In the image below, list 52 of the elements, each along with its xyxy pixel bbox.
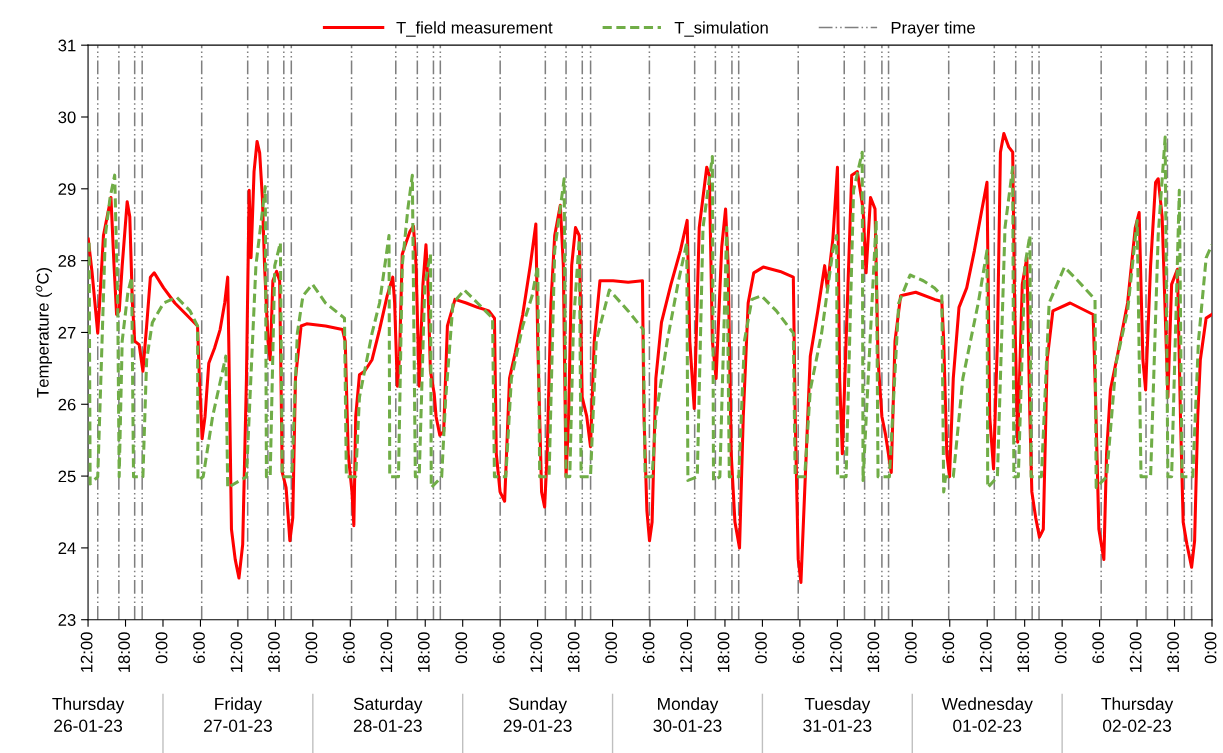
- x-tick-label: 6:00: [342, 632, 355, 664]
- x-tick-label: 18:00: [717, 632, 730, 672]
- x-tick-label: 6:00: [492, 632, 505, 664]
- y-tick-label: 26: [58, 398, 76, 411]
- x-tick-label: 0:00: [1054, 632, 1067, 664]
- x-tick-label: 0:00: [1204, 632, 1217, 664]
- x-tick-label: 0:00: [455, 632, 468, 664]
- legend-label: T_field measurement: [396, 21, 553, 37]
- x-tick-label: 12:00: [530, 632, 543, 672]
- x-tick-label: 12:00: [380, 632, 393, 672]
- y-tick-label: 29: [58, 183, 76, 196]
- x-tick-label: 6:00: [792, 632, 805, 664]
- legend-label: Prayer time: [891, 21, 975, 37]
- x-tick-label: 6:00: [1092, 632, 1105, 664]
- x-tick-label: 0:00: [605, 632, 618, 664]
- x-tick-label: 0:00: [305, 632, 318, 664]
- x-tick-label: 12:00: [80, 632, 93, 672]
- x-tick-label: 12:00: [1129, 632, 1142, 672]
- x-tick-label: 12:00: [979, 632, 992, 672]
- x-tick-label: 18:00: [867, 632, 880, 672]
- x-tick-label: 6:00: [193, 632, 205, 664]
- text: Tuesday 31-01-23: [803, 697, 872, 732]
- text: Saturday 28-01-23: [353, 697, 423, 732]
- y-tick-label: 27: [58, 326, 76, 339]
- legend-label: T_simulation: [674, 21, 768, 37]
- text: Thursday 26-01-23: [52, 697, 125, 732]
- x-tick-label: 18:00: [268, 632, 280, 672]
- x-tick-label: 18:00: [1167, 632, 1179, 672]
- text: Wednesday 01-02-23: [941, 697, 1033, 732]
- x-tick-label: 18:00: [417, 632, 430, 672]
- x-tick-label: 12:00: [830, 632, 842, 672]
- x-tick-label: 18:00: [567, 632, 580, 672]
- x-tick-label: 6:00: [942, 632, 955, 664]
- x-tick-label: 0:00: [155, 632, 168, 664]
- x-tick-label: 18:00: [1017, 632, 1030, 672]
- x-tick-label: 12:00: [230, 632, 243, 672]
- x-tick-label: 18:00: [118, 632, 130, 672]
- y-tick-label: 24: [58, 542, 76, 554]
- x-tick-label: 6:00: [642, 632, 655, 664]
- y-axis-title: Temperature ($^{o}$C): [35, 268, 53, 398]
- y-tick-label: 30: [58, 111, 76, 124]
- text: Sunday 29-01-23: [503, 697, 572, 732]
- x-tick-label: 0:00: [904, 632, 917, 664]
- text: Monday 30-01-23: [653, 697, 722, 732]
- x-tick-label: 12:00: [680, 632, 692, 672]
- x-tick-label: 0:00: [755, 632, 767, 664]
- text: Friday 27-01-23: [204, 697, 272, 732]
- y-tick-label: 23: [58, 614, 76, 626]
- y-tick-label: 31: [58, 39, 76, 52]
- y-tick-label: 28: [58, 255, 76, 267]
- text: Thursday 02-02-23: [1101, 697, 1174, 732]
- y-tick-label: 25: [58, 470, 76, 483]
